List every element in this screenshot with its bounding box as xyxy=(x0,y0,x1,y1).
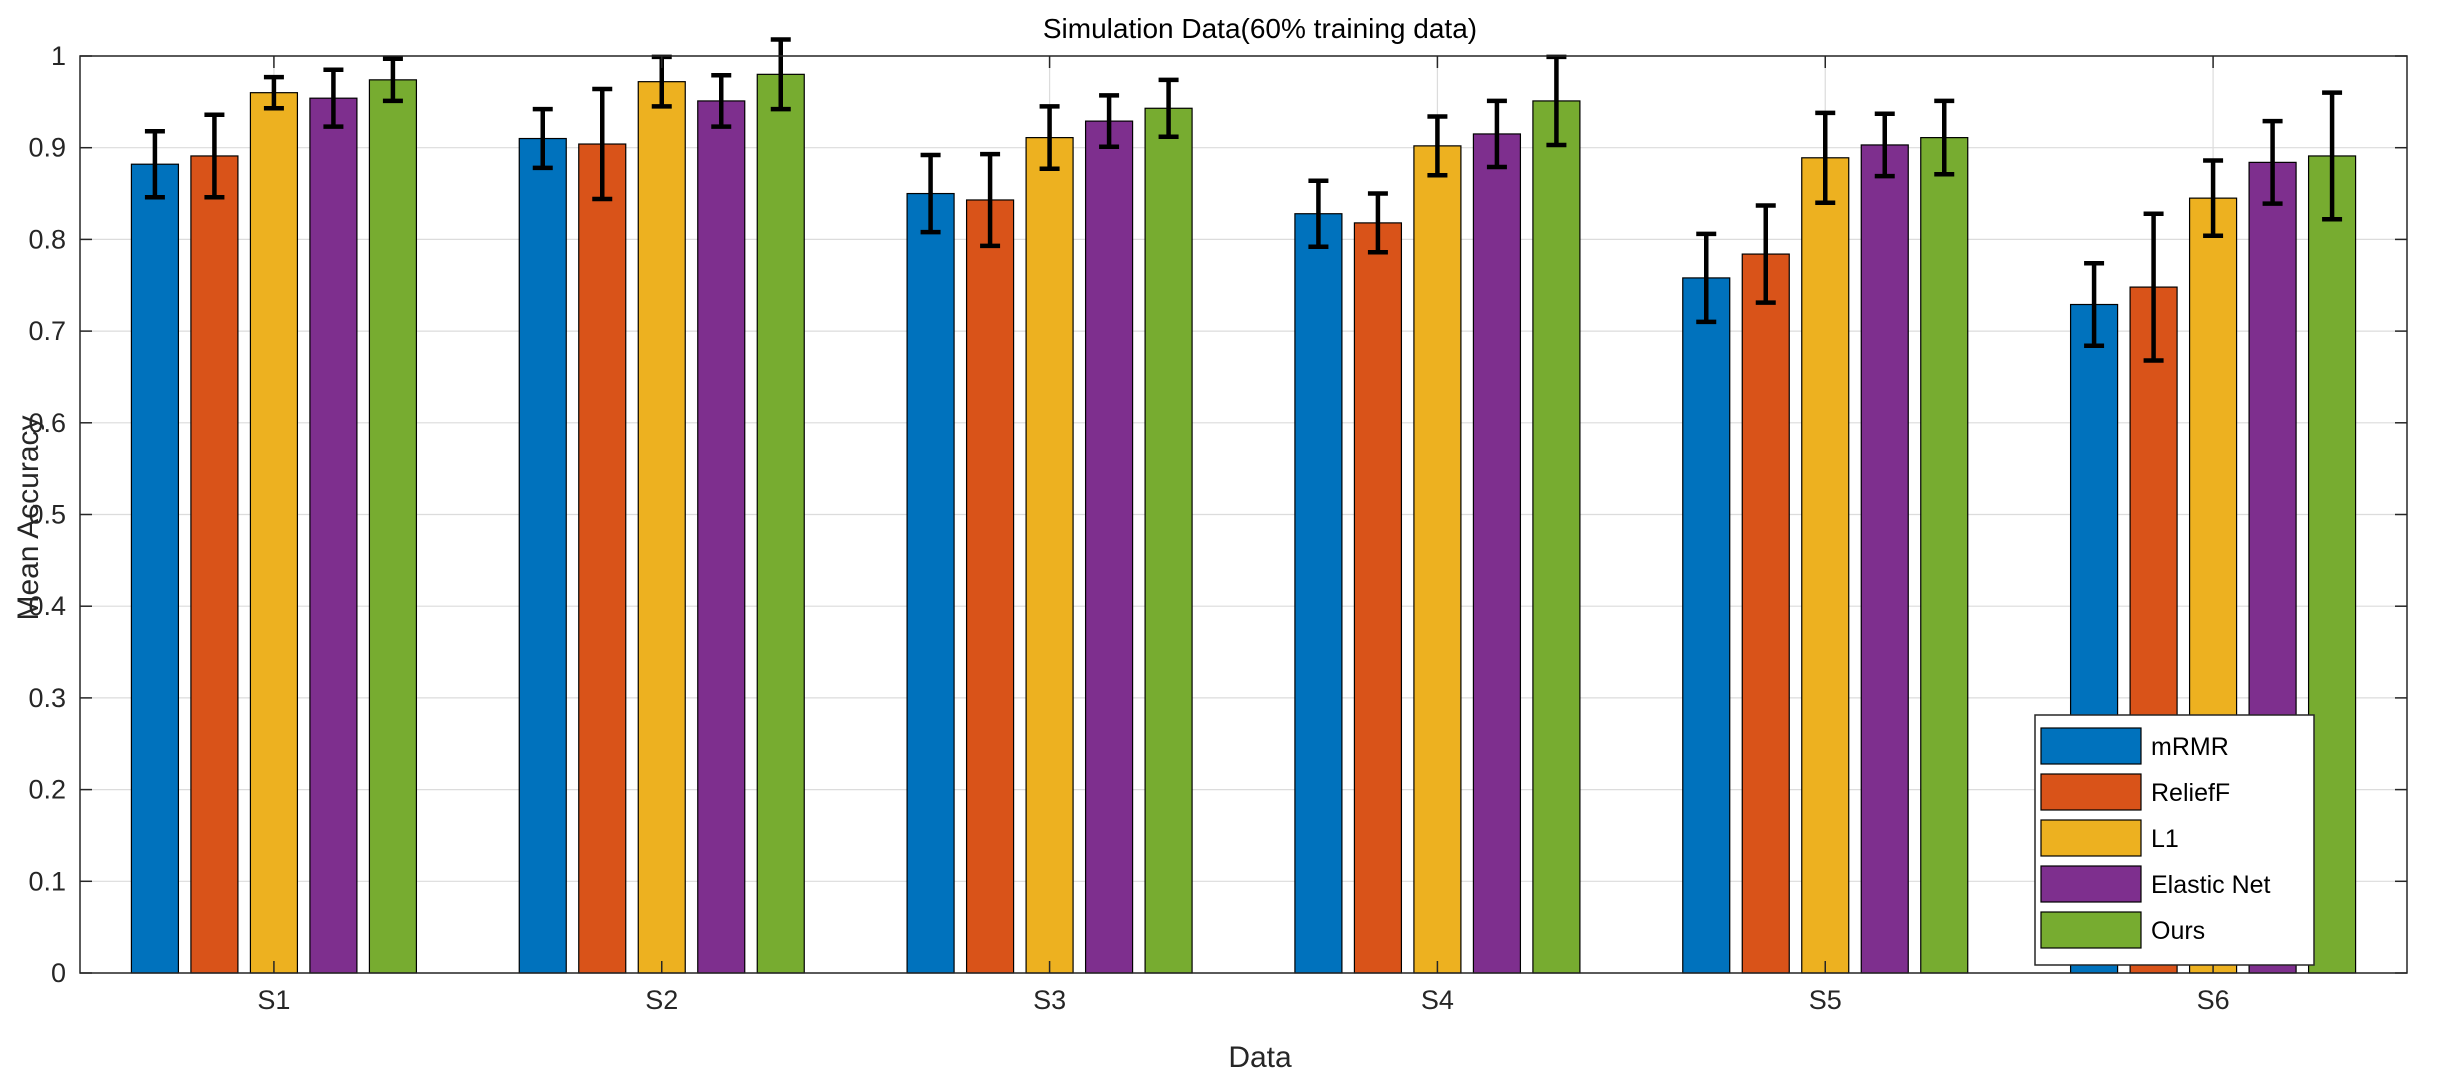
error-bar xyxy=(2084,260,2105,349)
legend: mRMR ReliefF L1 Elastic Net Ours xyxy=(2034,714,2315,966)
bar-relieff-s3 xyxy=(965,199,1015,974)
error-bar xyxy=(711,73,732,129)
x-axis-label: Data xyxy=(1228,1041,1292,1074)
bar-elastic-net-s2 xyxy=(697,100,746,974)
x-tick-label: S3 xyxy=(1033,985,1066,1015)
x-tick-label: S5 xyxy=(1809,985,1842,1015)
legend-swatch xyxy=(2040,819,2142,857)
bar-elastic-net-s1 xyxy=(309,97,358,974)
error-bar xyxy=(592,86,613,202)
error-bar xyxy=(980,151,1001,249)
error-bar xyxy=(1427,114,1448,178)
error-bar xyxy=(263,74,284,111)
bar-ours-s3 xyxy=(1144,107,1193,974)
error-bar xyxy=(323,67,344,129)
error-bar xyxy=(1815,110,1836,205)
error-bar xyxy=(1158,77,1179,139)
bar-elastic-net-s3 xyxy=(1084,120,1134,974)
error-bar xyxy=(382,56,403,104)
error-bar xyxy=(1099,93,1120,150)
bar-relieff-s4 xyxy=(1353,222,1403,974)
y-tick-label: 0.1 xyxy=(28,866,66,896)
chart-title: Simulation Data(60% training data) xyxy=(1043,13,1477,44)
bar-ours-s6 xyxy=(2307,155,2357,974)
error-bar xyxy=(204,112,225,200)
error-bar xyxy=(2143,211,2164,363)
legend-swatch xyxy=(2040,865,2142,903)
error-bar xyxy=(1874,111,1895,179)
error-bar xyxy=(2203,158,2224,238)
error-bar xyxy=(1934,98,1955,177)
error-bar xyxy=(1696,231,1717,325)
bars xyxy=(130,73,2357,974)
legend-label: L1 xyxy=(2151,825,2179,853)
bar-ours-s2 xyxy=(756,73,805,974)
bar-mrmr-s1 xyxy=(130,163,180,974)
legend-label: Elastic Net xyxy=(2151,871,2271,899)
bar-elastic-net-s4 xyxy=(1472,133,1522,974)
error-bar xyxy=(1486,98,1507,170)
bar-relieff-s2 xyxy=(578,143,627,974)
x-tick-label: S6 xyxy=(2197,985,2230,1015)
error-bar xyxy=(144,128,165,200)
y-tick-label: 0.4 xyxy=(28,591,66,621)
bar-l1-s4 xyxy=(1413,145,1462,974)
bar-l1-s5 xyxy=(1801,157,1850,974)
bar-elastic-net-s5 xyxy=(1860,144,1909,974)
y-tick-label: 0 xyxy=(51,958,66,988)
x-tick-label: S4 xyxy=(1421,985,1454,1015)
bar-ours-s1 xyxy=(368,79,418,974)
bar-mrmr-s2 xyxy=(518,137,567,974)
bar-ours-s5 xyxy=(1920,137,1969,974)
legend-label: mRMR xyxy=(2151,733,2229,761)
y-tick-label: 0.6 xyxy=(28,408,66,438)
y-axis-label: Mean Accuracy xyxy=(12,415,45,620)
y-tick-label: 0.7 xyxy=(28,316,66,346)
error-bar xyxy=(920,152,941,235)
y-tick-label: 0.9 xyxy=(28,133,66,163)
error-bar xyxy=(2322,90,2343,222)
error-bar xyxy=(1755,203,1776,305)
y-tick-label: 0.5 xyxy=(28,500,66,530)
error-bars xyxy=(144,37,2343,363)
error-bar xyxy=(2262,118,2283,206)
y-tick-label: 0.8 xyxy=(28,224,66,254)
error-bar xyxy=(1039,104,1060,172)
bar-l1-s1 xyxy=(249,92,299,974)
y-tick-label: 0.3 xyxy=(28,683,66,713)
x-tick-label: S2 xyxy=(645,985,678,1015)
bar-relieff-s5 xyxy=(1741,253,1790,974)
bar-mrmr-s3 xyxy=(906,192,955,974)
y-tick-label: 1 xyxy=(51,41,66,71)
legend-swatch xyxy=(2040,773,2142,811)
y-tick-label: 0.2 xyxy=(28,775,66,805)
bar-l1-s2 xyxy=(637,81,686,974)
bar-mrmr-s4 xyxy=(1294,213,1343,974)
bar-relieff-s1 xyxy=(190,155,239,974)
error-bar xyxy=(770,37,791,112)
legend-label: ReliefF xyxy=(2151,779,2230,807)
axis-ticks: 0 0.1 0.2 0.3 0.4 0.5 0.6 0.7 0.8 0.9 1 S1 S2 S3 S4 S5 S… xyxy=(28,41,2407,1015)
bar-ours-s4 xyxy=(1532,100,1581,974)
legend-label: Ours xyxy=(2151,917,2205,945)
error-bar xyxy=(1367,191,1388,255)
bar-l1-s3 xyxy=(1025,137,1074,974)
legend-swatch xyxy=(2040,727,2142,765)
error-bar xyxy=(1308,178,1329,249)
error-bar xyxy=(1546,54,1567,148)
x-tick-label: S1 xyxy=(257,985,290,1015)
bar-mrmr-s5 xyxy=(1682,277,1731,974)
error-bar xyxy=(532,106,553,171)
legend-swatch xyxy=(2040,911,2142,949)
